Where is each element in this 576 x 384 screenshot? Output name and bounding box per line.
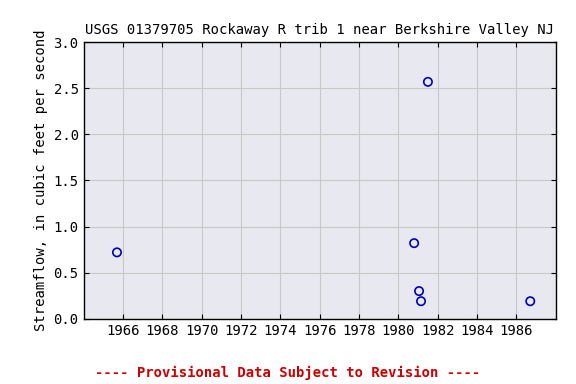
Text: ---- Provisional Data Subject to Revision ----: ---- Provisional Data Subject to Revisio… [96,366,480,380]
Point [423,79,433,85]
Title: USGS 01379705 Rockaway R trib 1 near Berkshire Valley NJ: USGS 01379705 Rockaway R trib 1 near Ber… [85,23,554,37]
Point [410,240,419,246]
Point [415,288,424,294]
Point [416,298,426,304]
Y-axis label: Streamflow, in cubic feet per second: Streamflow, in cubic feet per second [34,30,48,331]
Point [526,298,535,304]
Point [112,249,122,255]
